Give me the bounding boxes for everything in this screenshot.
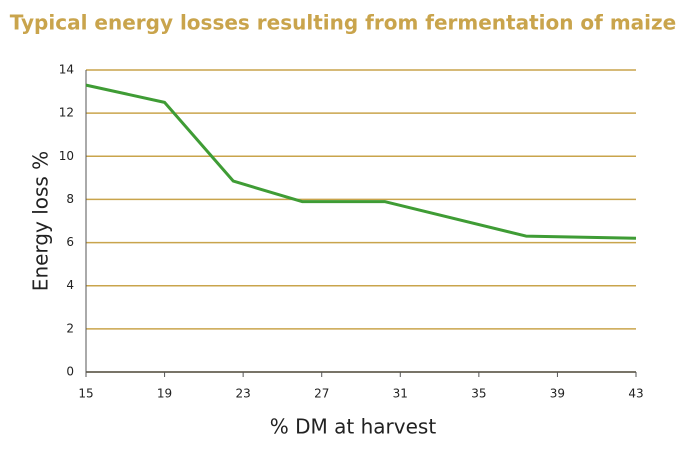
y-axis-label: Energy loss %	[29, 151, 53, 291]
x-tick-label: 27	[314, 387, 329, 401]
y-tick-label: 14	[59, 63, 74, 77]
y-tick-label: 10	[59, 149, 74, 163]
x-tick-label: 23	[236, 387, 251, 401]
x-tick-label: 43	[628, 387, 643, 401]
line	[85, 83, 637, 240]
y-tick-label: 8	[66, 192, 74, 206]
y-tick-label: 6	[66, 235, 74, 249]
x-tick-label: 31	[393, 387, 408, 401]
x-tick-label: 15	[78, 387, 93, 401]
x-tick-label: 39	[550, 387, 565, 401]
x-tick-label: 19	[157, 387, 172, 401]
y-tick-label: 12	[59, 106, 74, 120]
x-axis-label: % DM at harvest	[270, 415, 437, 439]
x-tick-label: 35	[471, 387, 486, 401]
chart-title: Typical energy losses resulting from fer…	[10, 11, 676, 35]
y-tick-label: 4	[66, 278, 74, 292]
y-tick-label: 2	[66, 321, 74, 335]
y-tick-label: 0	[66, 365, 74, 379]
